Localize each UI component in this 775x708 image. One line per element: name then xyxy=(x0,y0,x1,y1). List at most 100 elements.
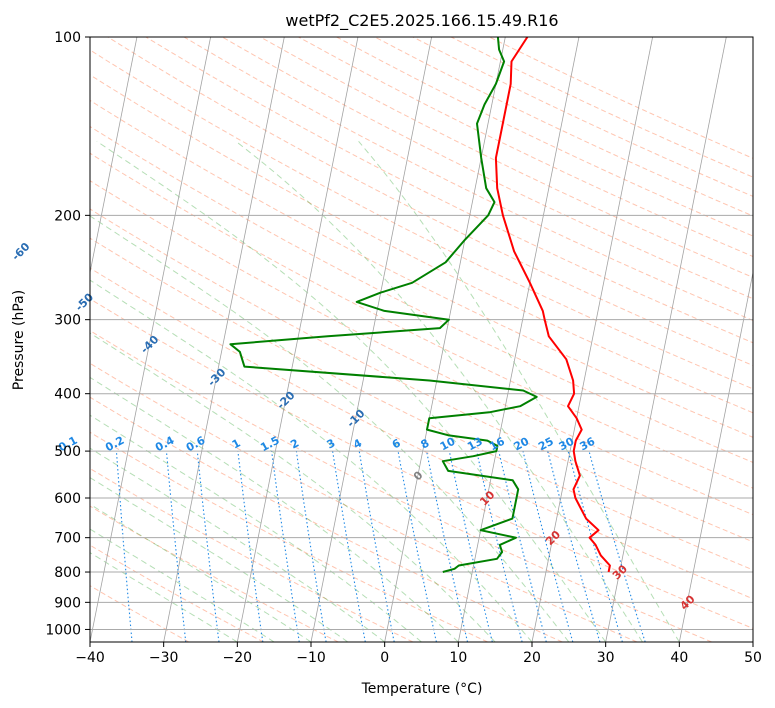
dry-adiabat-line xyxy=(90,505,339,642)
isotherm-line xyxy=(0,37,63,642)
mixing-ratio-label: 2 xyxy=(288,436,301,451)
mixing-ratio-line xyxy=(448,450,493,642)
x-tick-label: 0 xyxy=(380,650,389,666)
y-tick-label: 500 xyxy=(54,444,81,460)
mixing-ratio-label: 30 xyxy=(557,435,577,454)
x-tick-label: 40 xyxy=(670,650,688,666)
mixing-ratio-label: 4 xyxy=(351,436,364,451)
dry-adiabat-line xyxy=(90,362,638,642)
mixing-ratio-line xyxy=(115,451,133,642)
mixing-ratio-label: 25 xyxy=(536,435,556,454)
mixing-ratio-line xyxy=(567,450,623,642)
mixing-ratio-label: 13 xyxy=(465,435,485,454)
isotherm-line xyxy=(752,639,753,642)
isotherm-line xyxy=(531,37,654,642)
x-tick-label: −20 xyxy=(223,650,253,666)
mixing-ratio-line xyxy=(271,451,300,642)
isotherm-line xyxy=(90,37,138,275)
dry-adiabat-line xyxy=(90,125,753,463)
chart-title: wetPf2_C2E5.2025.166.15.49.R16 xyxy=(285,11,558,31)
mixing-ratio-label: 3 xyxy=(325,436,338,451)
moist-adiabat-line xyxy=(90,552,238,642)
x-tick-label: 50 xyxy=(744,650,762,666)
y-axis-label: Pressure (hPa) xyxy=(11,290,27,390)
dry-adiabat-line xyxy=(221,37,753,300)
dry-adiabat-line xyxy=(90,180,753,516)
dry-adiabat-line xyxy=(90,585,190,642)
background-lines xyxy=(0,37,753,642)
dewpoint-profile-line xyxy=(229,37,538,573)
mixing-ratio-line xyxy=(196,451,220,642)
dry-adiabat-line xyxy=(90,152,753,489)
moist-adiabat-line xyxy=(90,503,312,642)
isotherm-label-cold: -10 xyxy=(344,407,367,430)
dry-adiabat-line xyxy=(107,37,753,367)
dry-adiabat-line xyxy=(90,208,753,543)
mixing-ratio-label: 10 xyxy=(438,435,458,454)
isotherm-label-warm: 30 xyxy=(610,562,630,582)
dry-adiabat-line xyxy=(145,37,753,344)
isotherm-label-cold: -50 xyxy=(73,290,96,313)
isotherm-label-cold: -60 xyxy=(9,240,32,263)
y-tick-label: 400 xyxy=(54,387,81,403)
moist-adiabat-line xyxy=(358,140,680,642)
x-axis-label: Temperature (°C) xyxy=(361,681,483,697)
mixing-ratio-line xyxy=(397,451,437,642)
isotherm-label-cold: -30 xyxy=(205,366,228,389)
dry-adiabat-line xyxy=(90,49,753,390)
isotherm-line xyxy=(163,37,285,642)
dry-adiabat-line xyxy=(412,37,753,197)
dry-adiabat-line xyxy=(90,544,264,642)
mixing-ratio-line xyxy=(547,450,601,642)
x-axis-ticks: −40 −30 −20 −10 0 10 20 30 40 50 xyxy=(75,642,762,666)
x-tick-label: −40 xyxy=(75,650,105,666)
y-tick-label: 900 xyxy=(54,595,81,611)
isotherm-label-warm: 40 xyxy=(678,592,698,612)
x-tick-label: 30 xyxy=(597,650,615,666)
temperature-profile-line xyxy=(494,37,611,573)
mixing-ratio-line xyxy=(165,451,187,642)
mixing-ratio-line xyxy=(498,450,547,642)
y-axis-ticks: 100 200 300 400 500 600 700 800 900 1000 xyxy=(45,30,90,638)
y-tick-label: 600 xyxy=(54,491,81,507)
moist-adiabat-line xyxy=(90,528,275,642)
mixing-ratio-line xyxy=(476,450,523,642)
mixing-ratio-label: 16 xyxy=(487,435,507,454)
y-tick-label: 700 xyxy=(54,531,81,547)
mixing-ratio-line xyxy=(358,451,395,642)
dry-adiabat-line xyxy=(90,396,563,642)
x-tick-label: −30 xyxy=(149,650,179,666)
isotherm-label-cold: -20 xyxy=(274,389,297,412)
moist-adiabat-line xyxy=(90,477,349,642)
mixing-ratio-label: 1 xyxy=(230,436,243,451)
isotherm-line xyxy=(384,37,506,642)
isotherm-line xyxy=(678,270,753,642)
dry-adiabat-line xyxy=(183,37,753,322)
dry-adiabat-line xyxy=(90,99,753,438)
x-tick-label: −10 xyxy=(296,650,326,666)
y-tick-label: 800 xyxy=(54,565,81,581)
x-tick-label: 10 xyxy=(449,650,467,666)
isotherm-line xyxy=(457,37,580,642)
isotherm-label-warm: 10 xyxy=(477,488,497,508)
dry-adiabat-line xyxy=(90,330,712,642)
isotherm-line xyxy=(90,37,212,642)
y-tick-label: 200 xyxy=(54,208,81,224)
dry-adiabat-line xyxy=(90,267,753,600)
pressure-grid xyxy=(90,36,753,630)
sounding-profiles xyxy=(229,37,611,573)
mixing-ratio-label: 20 xyxy=(512,435,532,454)
mixing-ratio-line xyxy=(588,450,646,642)
plot-frame xyxy=(89,36,754,643)
dry-adiabat-line xyxy=(90,74,753,414)
dry-adiabat-line xyxy=(374,37,753,217)
mixing-ratio-line xyxy=(426,450,469,642)
mixing-ratio-label: 36 xyxy=(578,435,598,454)
mixing-ratio-line xyxy=(237,451,264,642)
y-tick-label: 100 xyxy=(54,30,81,46)
dry-adiabat-line xyxy=(90,431,488,642)
isotherm-line xyxy=(310,37,433,642)
mixing-ratio-line xyxy=(522,450,574,642)
